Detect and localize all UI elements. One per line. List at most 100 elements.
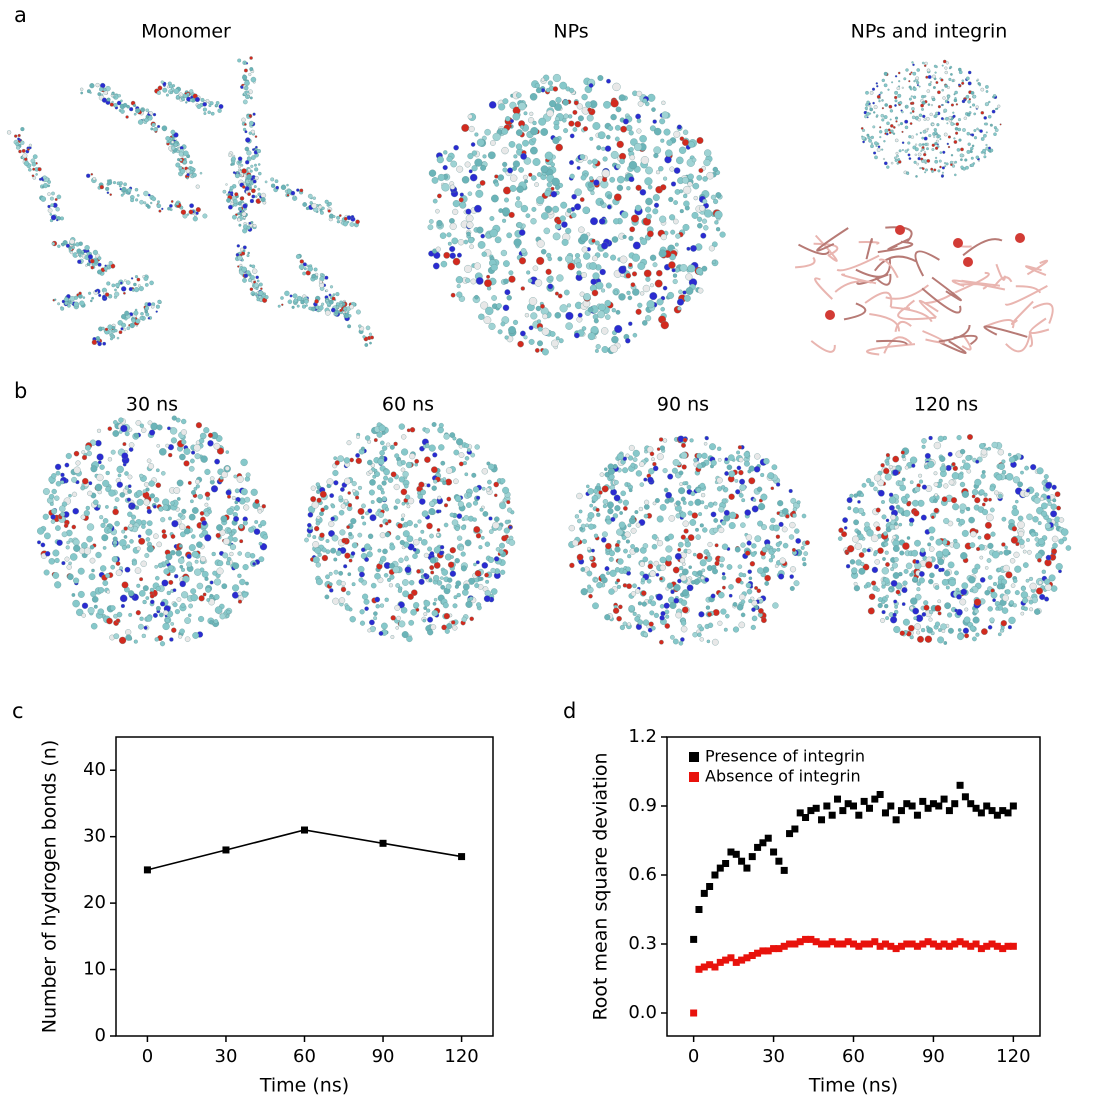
atom (679, 190, 683, 194)
atom (520, 125, 524, 129)
atom (84, 548, 91, 555)
atom (148, 194, 150, 196)
atom (664, 488, 668, 492)
atom (144, 482, 149, 487)
atom (116, 570, 122, 576)
atom (481, 536, 484, 539)
atom (751, 552, 756, 557)
atom (145, 553, 150, 558)
atom (67, 565, 72, 570)
atom (330, 548, 336, 554)
atom (494, 556, 499, 561)
atom (741, 498, 745, 502)
atom (974, 497, 980, 503)
atom (886, 595, 889, 598)
atom (594, 534, 598, 538)
atom (984, 152, 986, 154)
atom (478, 577, 482, 581)
atom (953, 115, 956, 118)
atom (712, 639, 718, 645)
atom (603, 101, 610, 108)
atom (643, 632, 648, 637)
atom (230, 186, 234, 190)
atom (495, 182, 499, 186)
atom (640, 189, 646, 195)
atom (48, 185, 50, 187)
atom (358, 533, 362, 537)
atom (680, 512, 686, 518)
atom (661, 234, 667, 240)
atom (919, 167, 921, 169)
atom (429, 219, 433, 223)
atom (133, 283, 136, 286)
atom (923, 153, 926, 156)
atom (181, 568, 185, 572)
atom (722, 572, 725, 575)
atom (601, 537, 606, 542)
atom (256, 276, 259, 279)
atom (426, 609, 430, 613)
atom (679, 482, 682, 485)
atom (18, 150, 21, 153)
atom (530, 127, 538, 135)
atom (380, 488, 383, 491)
atom (131, 515, 136, 520)
atom (656, 170, 660, 174)
atom (690, 439, 694, 443)
atom (864, 522, 869, 527)
atom (113, 103, 117, 107)
atom (630, 155, 635, 160)
atom (345, 605, 350, 610)
atom (401, 607, 407, 613)
atom (210, 476, 214, 480)
atom (437, 156, 444, 163)
atom (406, 462, 412, 468)
atom (157, 444, 160, 447)
atom (450, 223, 457, 230)
atom (868, 136, 871, 139)
atom (401, 518, 404, 521)
atom (587, 115, 594, 122)
atom (590, 217, 598, 225)
atom (934, 128, 937, 131)
atom (582, 247, 588, 253)
atom (998, 449, 1004, 455)
atom (425, 444, 429, 448)
atom (994, 491, 998, 495)
atom (609, 474, 615, 480)
atom (451, 161, 457, 167)
atom (398, 589, 402, 593)
atom (72, 492, 77, 497)
atom (162, 534, 167, 539)
atom (380, 604, 384, 608)
atom (631, 591, 636, 596)
atom (661, 101, 665, 105)
atom (597, 483, 600, 486)
atom (461, 552, 466, 557)
atom (959, 519, 965, 525)
atom (174, 487, 180, 493)
atom (585, 102, 591, 108)
atom (369, 342, 371, 344)
atom (702, 453, 708, 459)
atom (60, 307, 64, 311)
ion (963, 257, 973, 267)
atom (651, 601, 656, 606)
atom (964, 634, 969, 639)
atom (364, 599, 370, 605)
atom (489, 101, 496, 108)
atom (334, 558, 338, 562)
atom (260, 520, 266, 526)
atom (968, 143, 971, 146)
atom (136, 490, 142, 496)
atom (186, 169, 190, 173)
atom (921, 628, 925, 632)
atom (586, 485, 589, 488)
atom (153, 534, 158, 539)
atom (262, 504, 266, 508)
atom (202, 571, 208, 577)
atom (74, 302, 79, 307)
atom (961, 166, 964, 169)
atom (855, 543, 862, 550)
atom (352, 489, 355, 492)
